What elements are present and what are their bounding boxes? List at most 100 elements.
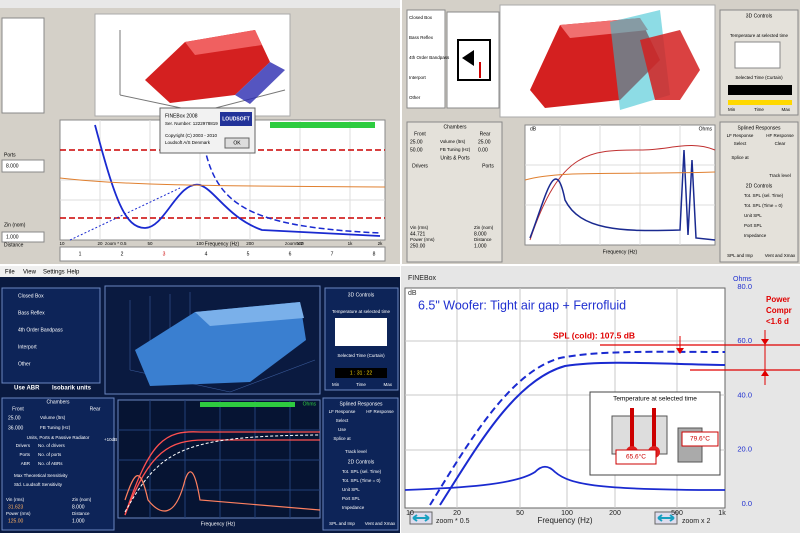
item1-item1: 1.000 <box>72 518 85 524</box>
x-ticks-item3: 100 <box>196 241 204 246</box>
x-ticks-item1: 20 <box>97 241 103 246</box>
item1-item0: Power (rms) <box>410 237 435 242</box>
item1-item1: 1.000 <box>474 243 487 249</box>
menu-item3: Help <box>67 270 80 276</box>
top-right-controls-item3d: 3D Controls <box>746 13 773 19</box>
tabs-item4: 5 <box>247 251 250 257</box>
top-right-time-max: Max <box>781 107 790 112</box>
toggles-item4: Impedance <box>744 233 767 238</box>
box-types-item0: Closed Box <box>18 293 44 299</box>
side-note-item1: Compr <box>766 306 792 315</box>
bottom-right-y-label: dB <box>408 290 417 297</box>
top-right-clear: Clear <box>775 141 786 146</box>
top-right-time: Time <box>754 107 764 112</box>
bottom-right-spl-note: SPL (cold): 107.5 dB <box>553 330 635 340</box>
chambers-front-volume: 25.00 <box>8 415 21 421</box>
bottom-left-controls-item2d: 2D Controls <box>348 459 375 465</box>
buttons-item1: Vent and Xmax <box>365 521 396 526</box>
inset-title: Temperature at selected time <box>613 396 697 403</box>
item1-item0: Distance <box>474 237 492 242</box>
x-ticks-item4: 200 <box>246 241 254 246</box>
item1-item0: Power (rms) <box>6 511 31 516</box>
item2-item1: No. of ABRs <box>38 461 63 466</box>
tabs-item5: 6 <box>289 251 292 257</box>
inset-temp-left: 65.6°C <box>626 453 646 461</box>
bottom-right-zoom-in: zoom x 2 <box>682 518 711 525</box>
options-item0: Use ABR <box>14 386 40 392</box>
item0-item1: 31.623 <box>8 504 24 510</box>
item1-item1: 250.00 <box>410 243 426 249</box>
toggles-item0: Tot. SPL (sel. Time) <box>744 193 784 198</box>
yitem2-ticks-item3: 20.0 <box>737 445 752 454</box>
sensitivity-item0: Max Theoretical Sensitivity <box>14 473 68 478</box>
item0-item1: 8.000 <box>72 504 85 510</box>
box-types-item1: Bass Reflex <box>409 35 434 40</box>
top-right-yitem2-label: Ohms <box>699 126 713 132</box>
item0-item1: 44.721 <box>410 231 426 237</box>
bottom-left-time-max: Max <box>383 382 392 387</box>
x-ticks-item3: 100 <box>561 510 573 517</box>
splash-company: Loudsoft A/S Denmark <box>165 140 211 145</box>
top-right-units-ports: Units & Ports <box>440 155 470 161</box>
bottom-left-yitem2-label: Ohms <box>303 401 317 407</box>
toggles-item3: Port SPL <box>342 496 361 501</box>
splash-button: OK <box>233 140 241 146</box>
item0-item0: Drivers <box>16 443 31 448</box>
top-right-lf: LF Response <box>727 133 754 138</box>
x-ticks-item6: 1k <box>718 510 726 517</box>
top-right-drivers: Drivers <box>412 163 428 169</box>
chambers-front-volume: 25.00 <box>410 139 423 145</box>
item1-item0: Ports <box>19 452 30 457</box>
item0-item0: Vin (rms) <box>6 497 25 502</box>
tabs-item7: 8 <box>373 251 376 257</box>
tabs-item0: 1 <box>79 251 82 257</box>
x-ticks-item6: 1k <box>348 241 354 246</box>
chambers-front: Front <box>414 131 426 137</box>
bottom-left-time-value: 1 : 31 : 22 <box>350 370 372 376</box>
top-right-time-min: Min <box>728 107 736 112</box>
x-ticks-item0: 10 <box>59 241 65 246</box>
top-left-x-label: Frequency (Hz) <box>205 241 240 247</box>
yitem2-ticks-item2: 40.0 <box>737 390 752 399</box>
chambers-front: Front <box>12 406 24 412</box>
top-right-hf: HF Response <box>766 133 794 138</box>
chambers-volume: Volume (ltrs) <box>40 415 66 420</box>
tabs-item3: 4 <box>205 251 208 257</box>
box-types-item3: Interport <box>409 75 427 80</box>
chambers-front-tuning: 36.000 <box>8 425 24 431</box>
box-types-item2: 4th Order Bandpass <box>18 327 63 333</box>
bottom-right-zoom-out: zoom * 0.5 <box>436 518 470 525</box>
top-right-y-label: dB <box>530 126 537 132</box>
item1-item0: Distance <box>72 511 90 516</box>
bottom-left-track: Track level <box>345 449 367 454</box>
top-right-window <box>402 0 800 264</box>
toggles-item1: Tot. SPL (Time = 0) <box>342 478 381 483</box>
top-left-zoom-out: zoom * 0.5 <box>105 241 127 246</box>
bottom-left-lf: LF Response <box>329 409 356 414</box>
x-ticks-item0: 10 <box>406 510 414 517</box>
tabs-item6: 7 <box>331 251 334 257</box>
top-right-splice: Splice at <box>731 155 749 160</box>
bottom-left-select: Select <box>336 418 349 423</box>
item0-item0: Zin (nom) <box>474 225 494 230</box>
splash-copyright: Copyright (C) 2003 - 2010 <box>165 133 218 138</box>
toggles-item0: Tot. SPL (sel. Time) <box>342 469 382 474</box>
splash-product: FINEBox 2008 <box>165 113 198 119</box>
chambers-front-tuning: 50.00 <box>410 147 423 153</box>
bottom-left-window <box>0 266 400 533</box>
chambers-volume: Volume (ltrs) <box>440 139 466 144</box>
item1-item1: 125.00 <box>8 518 24 524</box>
side-note-item2: <1.6 d <box>766 317 789 326</box>
bottom-left-x-label: Frequency (Hz) <box>201 521 236 527</box>
item0-item0: Vin (rms) <box>410 225 429 230</box>
yitem2-ticks-item0: 80.0 <box>737 282 752 291</box>
bottom-left-use: Use <box>338 427 346 432</box>
bottom-left-y-label: +10dB <box>104 437 117 442</box>
tabs-item1: 2 <box>121 251 124 257</box>
top-right-selected-time: Selected Time (Curtain) <box>735 75 783 80</box>
bottom-right-chart <box>401 266 800 533</box>
menu-item2: Settings <box>43 270 65 276</box>
box-types-item4: Other <box>409 95 421 100</box>
bottom-left-units-title: Units, Ports & Passive Radiator <box>27 435 90 440</box>
